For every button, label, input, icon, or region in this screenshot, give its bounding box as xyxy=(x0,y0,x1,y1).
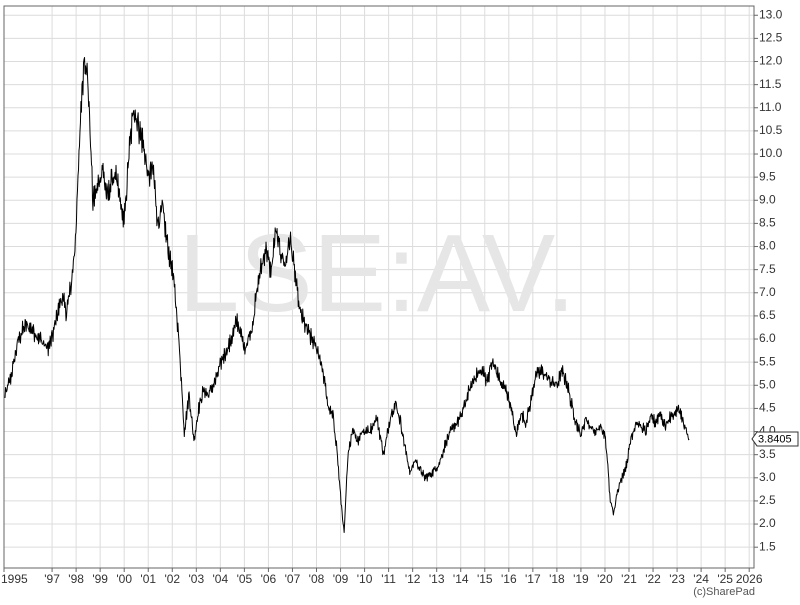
x-tick-label: '07 xyxy=(285,572,301,586)
credit-text: (c)SharePad xyxy=(693,586,755,598)
y-axis-ticks: 1.52.02.53.03.54.04.55.05.56.06.57.07.58… xyxy=(754,7,783,553)
x-tick-label: '03 xyxy=(188,572,204,586)
axes xyxy=(3,5,755,569)
price-series-line xyxy=(3,57,690,533)
y-tick-label: 5.0 xyxy=(759,377,776,391)
x-tick-label: '12 xyxy=(405,572,421,586)
x-tick-label: '10 xyxy=(357,572,373,586)
x-tick-label: '23 xyxy=(669,572,685,586)
x-tick-label: 2026 xyxy=(736,572,763,586)
x-tick-label: 1995 xyxy=(1,572,28,586)
x-tick-label: '00 xyxy=(116,572,132,586)
x-axis-ticks: 1995 '97 '98 '99 '00 '01 '02 '03 '04 '05 '06 '07 '08… xyxy=(1,568,763,586)
x-tick-label: '06 xyxy=(261,572,277,586)
x-tick-label: '25 xyxy=(717,572,733,586)
y-tick-label: 12.0 xyxy=(759,54,783,68)
x-tick-label: '02 xyxy=(164,572,180,586)
y-tick-label: 3.5 xyxy=(759,447,776,461)
x-tick-label: '09 xyxy=(333,572,349,586)
x-tick-label: '04 xyxy=(213,572,229,586)
y-tick-label: 11.0 xyxy=(759,100,782,114)
x-tick-label: '13 xyxy=(429,572,445,586)
x-tick-label: '24 xyxy=(693,572,709,586)
x-tick-label: '97 xyxy=(44,572,60,586)
y-tick-label: 3.0 xyxy=(759,470,776,484)
watermark-text: LSE:AV. xyxy=(178,212,576,335)
y-tick-label: 7.5 xyxy=(759,262,776,276)
y-tick-label: 11.5 xyxy=(759,77,782,91)
x-tick-label: '08 xyxy=(309,572,325,586)
y-tick-label: 9.0 xyxy=(759,192,776,206)
y-tick-label: 1.5 xyxy=(759,539,776,553)
y-tick-label: 9.5 xyxy=(759,169,776,183)
y-tick-label: 10.0 xyxy=(759,146,783,160)
y-tick-label: 8.5 xyxy=(759,216,776,230)
x-tick-label: '22 xyxy=(645,572,661,586)
y-tick-label: 7.0 xyxy=(759,285,776,299)
x-tick-label: '05 xyxy=(237,572,253,586)
y-tick-label: 5.5 xyxy=(759,354,776,368)
grid xyxy=(3,6,754,568)
x-tick-label: '14 xyxy=(453,572,469,586)
y-tick-label: 2.0 xyxy=(759,516,776,530)
x-tick-label: '17 xyxy=(525,572,541,586)
y-tick-label: 6.0 xyxy=(759,331,776,345)
x-tick-label: '01 xyxy=(140,572,156,586)
x-tick-label: '19 xyxy=(573,572,589,586)
x-tick-label: '16 xyxy=(501,572,517,586)
last-value-box xyxy=(751,431,799,447)
y-tick-label: 4.5 xyxy=(759,401,776,415)
x-tick-label: '11 xyxy=(381,572,396,586)
x-tick-label: '98 xyxy=(68,572,84,586)
x-tick-label: '15 xyxy=(477,572,493,586)
y-tick-label: 10.5 xyxy=(759,123,783,137)
series-layer xyxy=(3,57,690,533)
last-value-label: 3.8405 xyxy=(758,433,792,445)
y-tick-label: 6.5 xyxy=(759,308,776,322)
x-tick-label: '20 xyxy=(597,572,613,586)
last-value-tag: 3.8405 xyxy=(751,431,799,447)
y-tick-label: 8.0 xyxy=(759,239,776,253)
x-tick-label: '21 xyxy=(621,572,637,586)
x-tick-label: '18 xyxy=(549,572,565,586)
x-tick-label: '99 xyxy=(92,572,108,586)
plot-frame xyxy=(3,5,755,569)
y-tick-label: 2.5 xyxy=(759,493,776,507)
y-tick-label: 12.5 xyxy=(759,31,783,45)
y-tick-label: 13.0 xyxy=(759,7,783,21)
